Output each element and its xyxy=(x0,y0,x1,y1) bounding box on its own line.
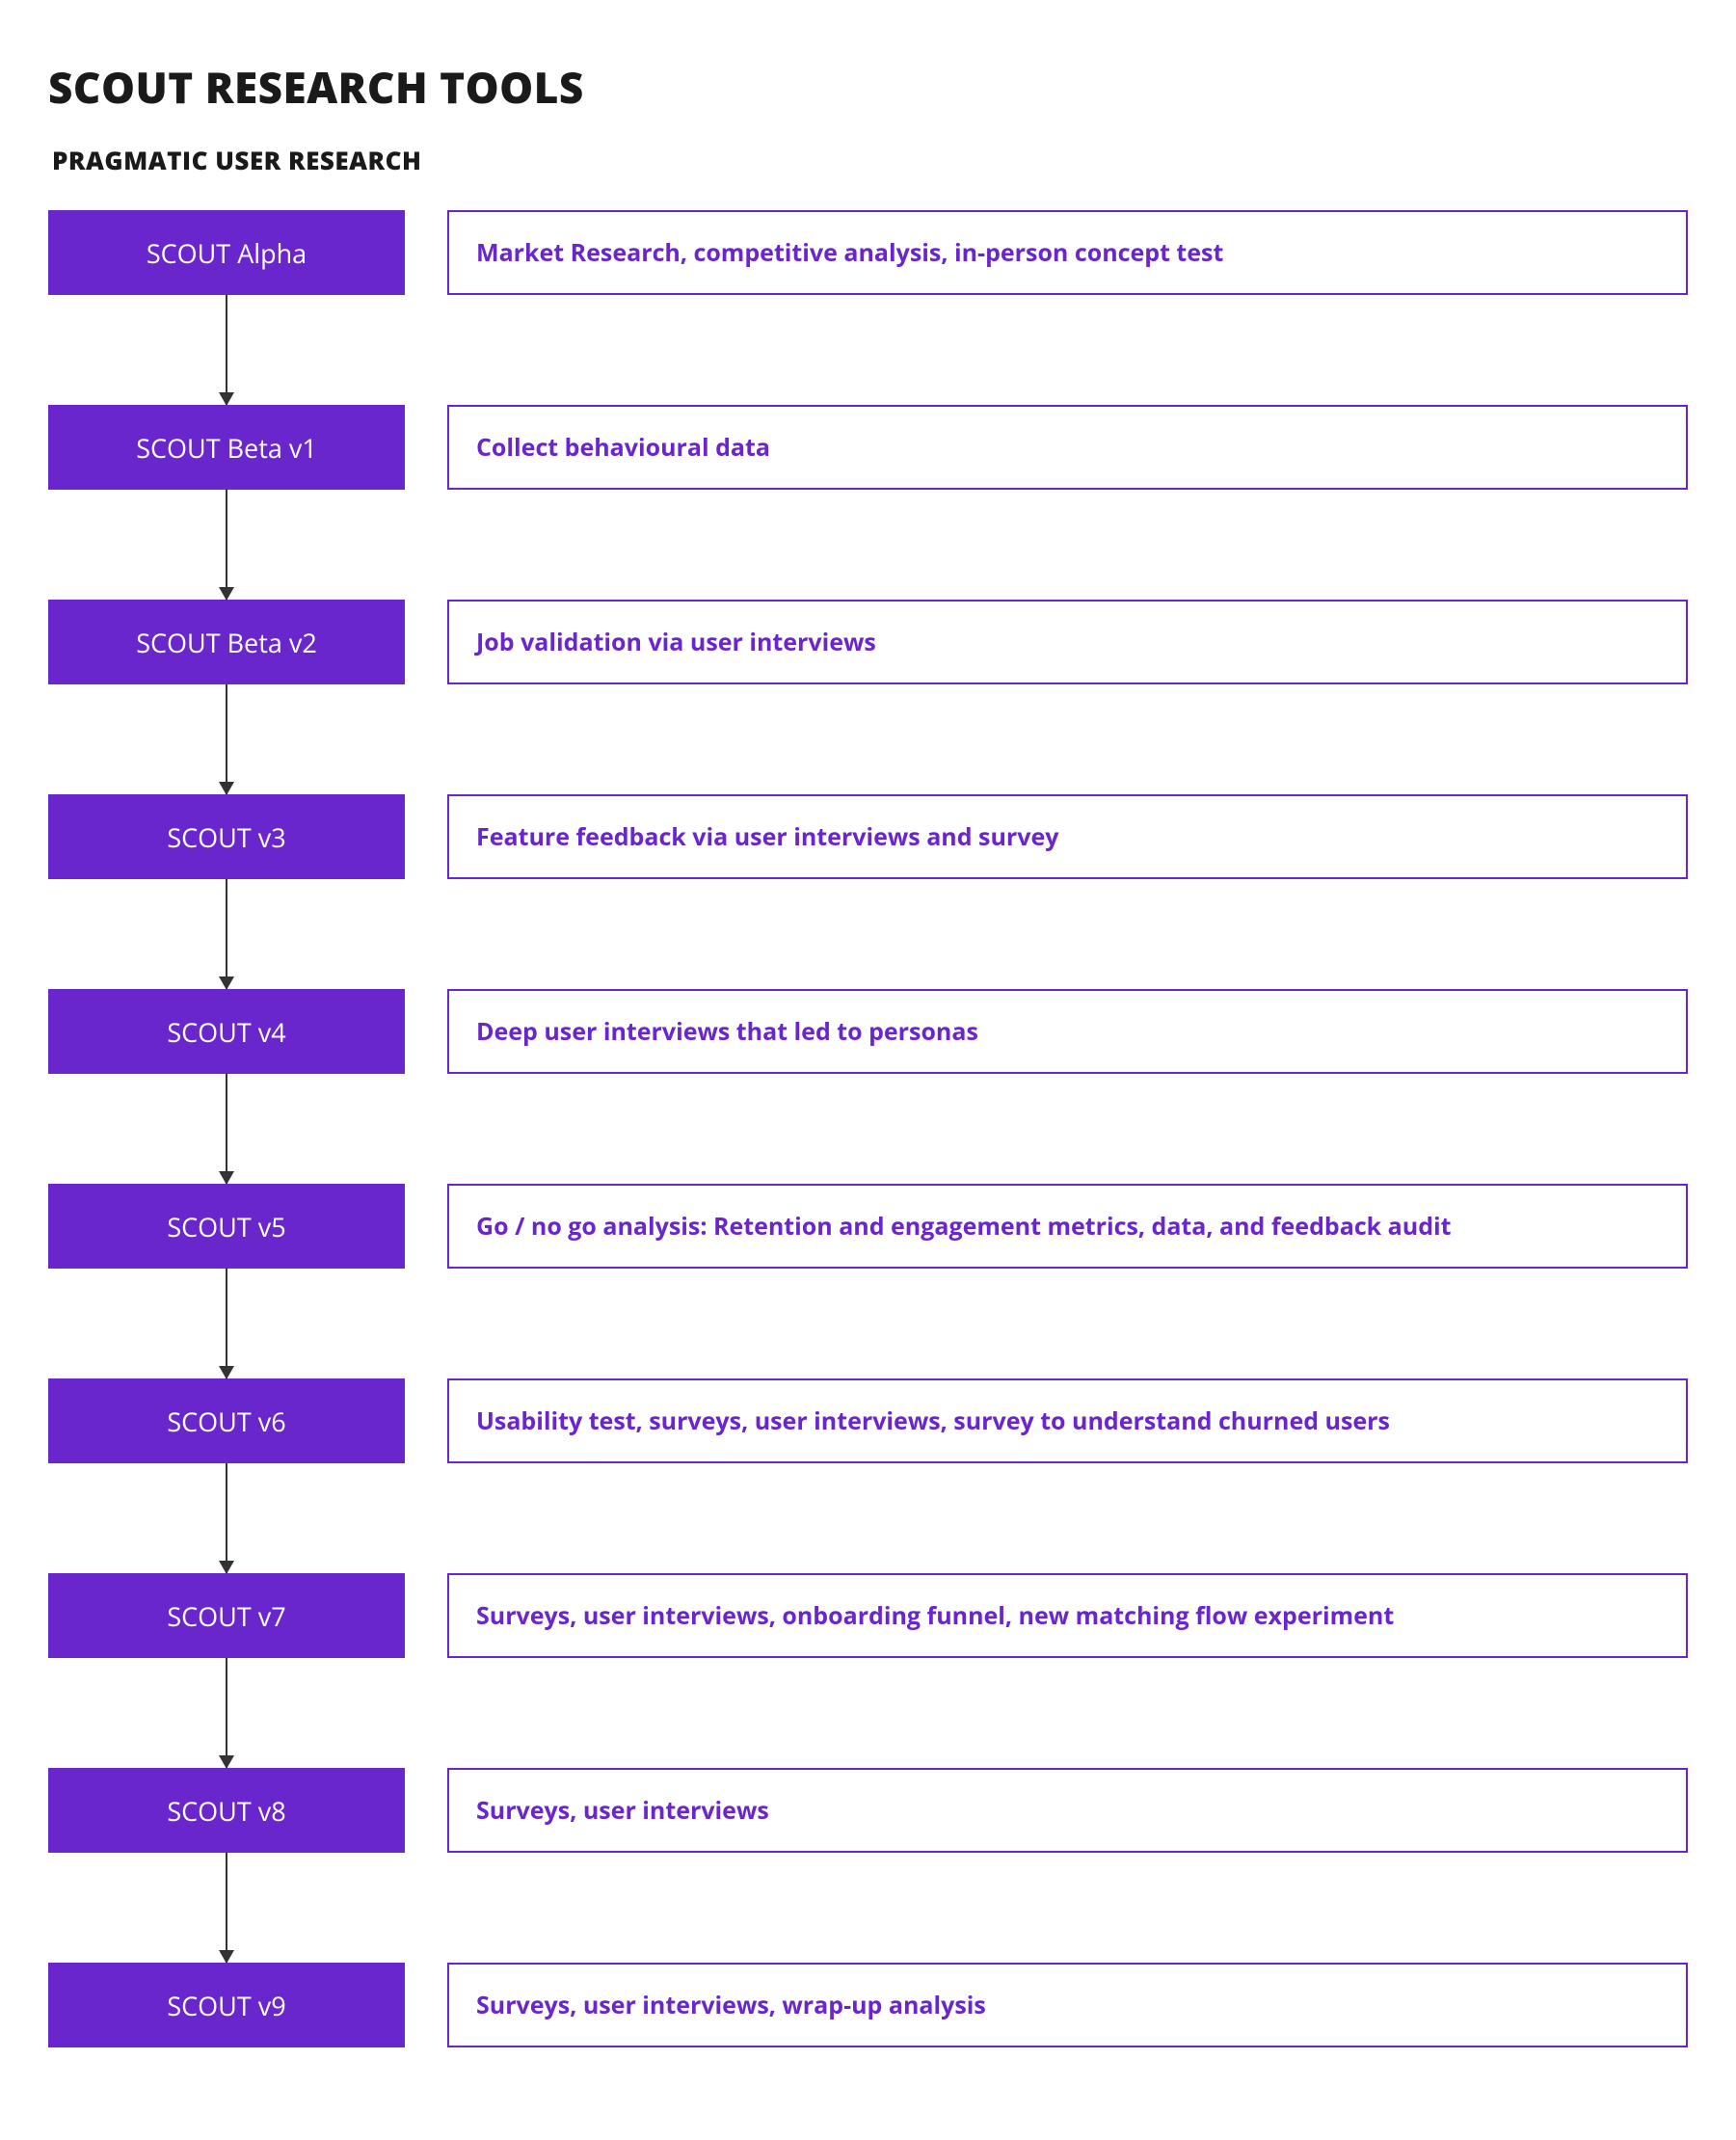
arrow-down-icon xyxy=(226,490,227,600)
description-box: Surveys, user interviews, onboarding fun… xyxy=(447,1573,1688,1658)
version-box: SCOUT Beta v2 xyxy=(48,600,405,684)
arrow-down-icon xyxy=(226,1853,227,1963)
arrow-row xyxy=(48,684,1688,794)
version-box: SCOUT v6 xyxy=(48,1378,405,1463)
version-box: SCOUT v9 xyxy=(48,1963,405,2047)
version-box: SCOUT v4 xyxy=(48,989,405,1074)
arrow-row xyxy=(48,1463,1688,1573)
description-box: Surveys, user interviews, wrap-up analys… xyxy=(447,1963,1688,2047)
stage-row: SCOUT v3 Feature feedback via user interv… xyxy=(48,794,1688,879)
arrow-slot xyxy=(48,684,405,794)
stage-row: SCOUT v5 Go / no go analysis: Retention a… xyxy=(48,1184,1688,1269)
arrow-slot xyxy=(48,490,405,600)
description-box: Job validation via user interviews xyxy=(447,600,1688,684)
arrow-slot xyxy=(48,295,405,405)
arrow-down-icon xyxy=(226,1463,227,1573)
arrow-down-icon xyxy=(226,1074,227,1184)
version-box: SCOUT v7 xyxy=(48,1573,405,1658)
arrow-row xyxy=(48,1074,1688,1184)
description-box: Collect behavioural data xyxy=(447,405,1688,490)
arrow-slot xyxy=(48,1269,405,1378)
version-box: SCOUT v3 xyxy=(48,794,405,879)
arrow-slot xyxy=(48,1658,405,1768)
stage-row: SCOUT v4 Deep user interviews that led to… xyxy=(48,989,1688,1074)
arrow-down-icon xyxy=(226,1269,227,1378)
arrow-slot xyxy=(48,1074,405,1184)
stage-row: SCOUT Beta v2 Job validation via user int… xyxy=(48,600,1688,684)
page-title: SCOUT RESEARCH TOOLS xyxy=(48,58,1688,116)
stage-row: SCOUT Alpha Market Research, competitive … xyxy=(48,210,1688,295)
arrow-slot xyxy=(48,1853,405,1963)
version-box: SCOUT Alpha xyxy=(48,210,405,295)
arrow-row xyxy=(48,1853,1688,1963)
arrow-row xyxy=(48,295,1688,405)
flow-container: SCOUT Alpha Market Research, competitive … xyxy=(48,210,1688,2047)
stage-row: SCOUT Beta v1 Collect behavioural data xyxy=(48,405,1688,490)
arrow-down-icon xyxy=(226,879,227,989)
arrow-row xyxy=(48,879,1688,989)
arrow-row xyxy=(48,1658,1688,1768)
arrow-row xyxy=(48,490,1688,600)
description-box: Surveys, user interviews xyxy=(447,1768,1688,1853)
arrow-down-icon xyxy=(226,1658,227,1768)
description-box: Deep user interviews that led to persona… xyxy=(447,989,1688,1074)
arrow-down-icon xyxy=(226,684,227,794)
stage-row: SCOUT v7 Surveys, user interviews, onboar… xyxy=(48,1573,1688,1658)
description-box: Go / no go analysis: Retention and engag… xyxy=(447,1184,1688,1269)
description-box: Usability test, surveys, user interviews… xyxy=(447,1378,1688,1463)
version-box: SCOUT v5 xyxy=(48,1184,405,1269)
arrow-slot xyxy=(48,879,405,989)
stage-row: SCOUT v8 Surveys, user interviews xyxy=(48,1768,1688,1853)
description-box: Market Research, competitive analysis, i… xyxy=(447,210,1688,295)
page-subtitle: PRAGMATIC USER RESEARCH xyxy=(52,143,1688,177)
arrow-slot xyxy=(48,1463,405,1573)
stage-row: SCOUT v6 Usability test, surveys, user in… xyxy=(48,1378,1688,1463)
version-box: SCOUT v8 xyxy=(48,1768,405,1853)
version-box: SCOUT Beta v1 xyxy=(48,405,405,490)
description-box: Feature feedback via user interviews and… xyxy=(447,794,1688,879)
arrow-down-icon xyxy=(226,295,227,405)
arrow-row xyxy=(48,1269,1688,1378)
stage-row: SCOUT v9 Surveys, user interviews, wrap-u… xyxy=(48,1963,1688,2047)
